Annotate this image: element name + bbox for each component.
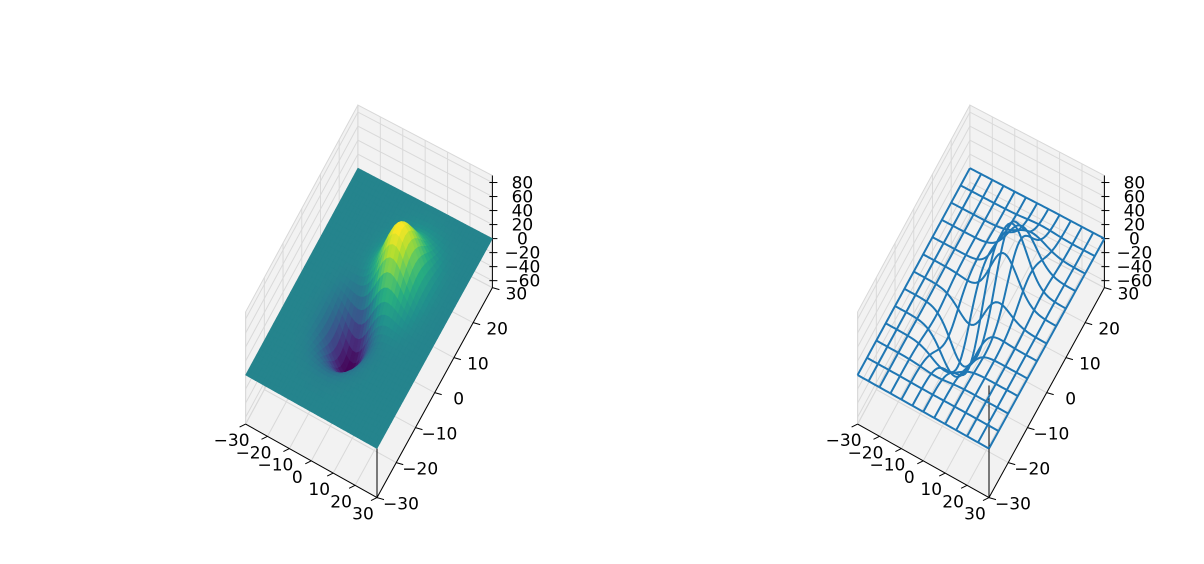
y-tick-label: −20 (402, 460, 438, 480)
x-tick-label: 20 (330, 492, 352, 512)
x-tick (326, 472, 334, 477)
y-tick-label: −30 (995, 495, 1031, 515)
y-tick (415, 427, 423, 431)
z-tick-label: 80 (512, 174, 534, 194)
y-tick (434, 392, 442, 396)
x-tick-label: −30 (826, 431, 862, 451)
grid-line-y (875, 277, 1009, 464)
x-tick (873, 435, 880, 440)
y-tick (376, 497, 385, 501)
wireframe-line-y (950, 201, 1086, 275)
y-tick-label: −10 (422, 425, 458, 445)
y-tick (988, 497, 997, 501)
x-tick-label: 10 (308, 480, 330, 500)
grid-line-z (857, 181, 1105, 390)
x-tick (851, 423, 858, 428)
y-tick-label: −10 (1034, 425, 1070, 445)
grid-line-y (263, 277, 397, 464)
grid-line-z (245, 153, 493, 362)
z-tick-label: 20 (1124, 216, 1146, 236)
x-tick (917, 460, 924, 465)
x-tick (348, 484, 356, 489)
grid-line-y (894, 242, 1028, 429)
wireframe-line-y (960, 184, 1096, 257)
surface-patch (373, 441, 381, 449)
y-tick-label: −30 (383, 495, 419, 515)
x-tick-label: 0 (904, 468, 915, 488)
z-tick-label: −40 (504, 258, 540, 278)
y-tick (1085, 322, 1093, 326)
z-tick-label: 40 (512, 202, 534, 222)
grid-line-z (857, 111, 1105, 320)
y-tick-label: 30 (506, 285, 528, 305)
z-tick-label: −40 (1116, 258, 1152, 278)
y-tick (1046, 392, 1054, 396)
x-tick-label: −20 (848, 443, 884, 463)
x-tick-label: −30 (214, 431, 250, 451)
y-tick-label: −20 (1014, 460, 1050, 480)
wireframe-line-x (988, 238, 1106, 450)
y-tick (492, 287, 500, 291)
x-tick (239, 423, 246, 428)
z-tick-label: 80 (1124, 174, 1146, 194)
z-tick-label: 0 (1129, 230, 1140, 250)
y-tick-label: 20 (1098, 320, 1120, 340)
x-tick (261, 435, 268, 440)
grid-line-z (857, 139, 1105, 348)
y-tick-label: 10 (1079, 355, 1101, 375)
z-tick-label: −20 (1116, 244, 1152, 264)
z-tick-label: 60 (1124, 188, 1146, 208)
wireframe-line-x (977, 232, 1095, 443)
wireframe-line-y (969, 167, 1105, 240)
y-tick (1027, 427, 1035, 431)
x-tick (895, 448, 902, 453)
grid-line-y (913, 208, 1047, 394)
z-tick-label: 20 (512, 216, 534, 236)
z-tick-label: 60 (512, 188, 534, 208)
z-tick-label: −60 (504, 272, 540, 292)
grid-line-z (245, 139, 493, 348)
y-tick (473, 322, 481, 326)
y-tick (453, 357, 462, 361)
x-tick-label: 30 (352, 505, 374, 525)
y-tick-label: 20 (486, 320, 508, 340)
grid-line-z (245, 111, 493, 320)
x-tick (283, 448, 290, 453)
z-tick-label: −60 (1116, 272, 1152, 292)
y-tick-label: 0 (453, 390, 464, 410)
x-tick (938, 472, 946, 477)
x-tick (960, 484, 968, 489)
y-tick-label: 0 (1065, 390, 1076, 410)
grid-line-z (245, 125, 493, 334)
x-tick-label: −10 (257, 456, 293, 476)
grid-line-z (857, 153, 1105, 362)
x-tick-label: −20 (236, 443, 272, 463)
x-tick-label: 30 (964, 505, 986, 525)
x-tick-label: 20 (942, 492, 964, 512)
x-tick-label: 0 (292, 468, 303, 488)
z-tick-label: 0 (517, 230, 528, 250)
z-tick-label: 40 (1124, 202, 1146, 222)
x-tick (305, 460, 312, 465)
y-tick-label: 10 (467, 355, 489, 375)
x-tick (982, 497, 990, 502)
y-tick (1065, 357, 1074, 361)
y-tick (1104, 287, 1112, 291)
surface-mesh (245, 167, 493, 449)
z-tick-label: −20 (504, 244, 540, 264)
wireframe-mesh (856, 167, 1106, 450)
x-tick (370, 497, 378, 502)
y-tick (396, 462, 404, 466)
y-tick (1008, 462, 1016, 466)
x-tick-label: −10 (869, 456, 905, 476)
x-tick-label: 10 (920, 480, 942, 500)
y-tick-label: 30 (1118, 285, 1140, 305)
grid-line-z (857, 125, 1105, 334)
